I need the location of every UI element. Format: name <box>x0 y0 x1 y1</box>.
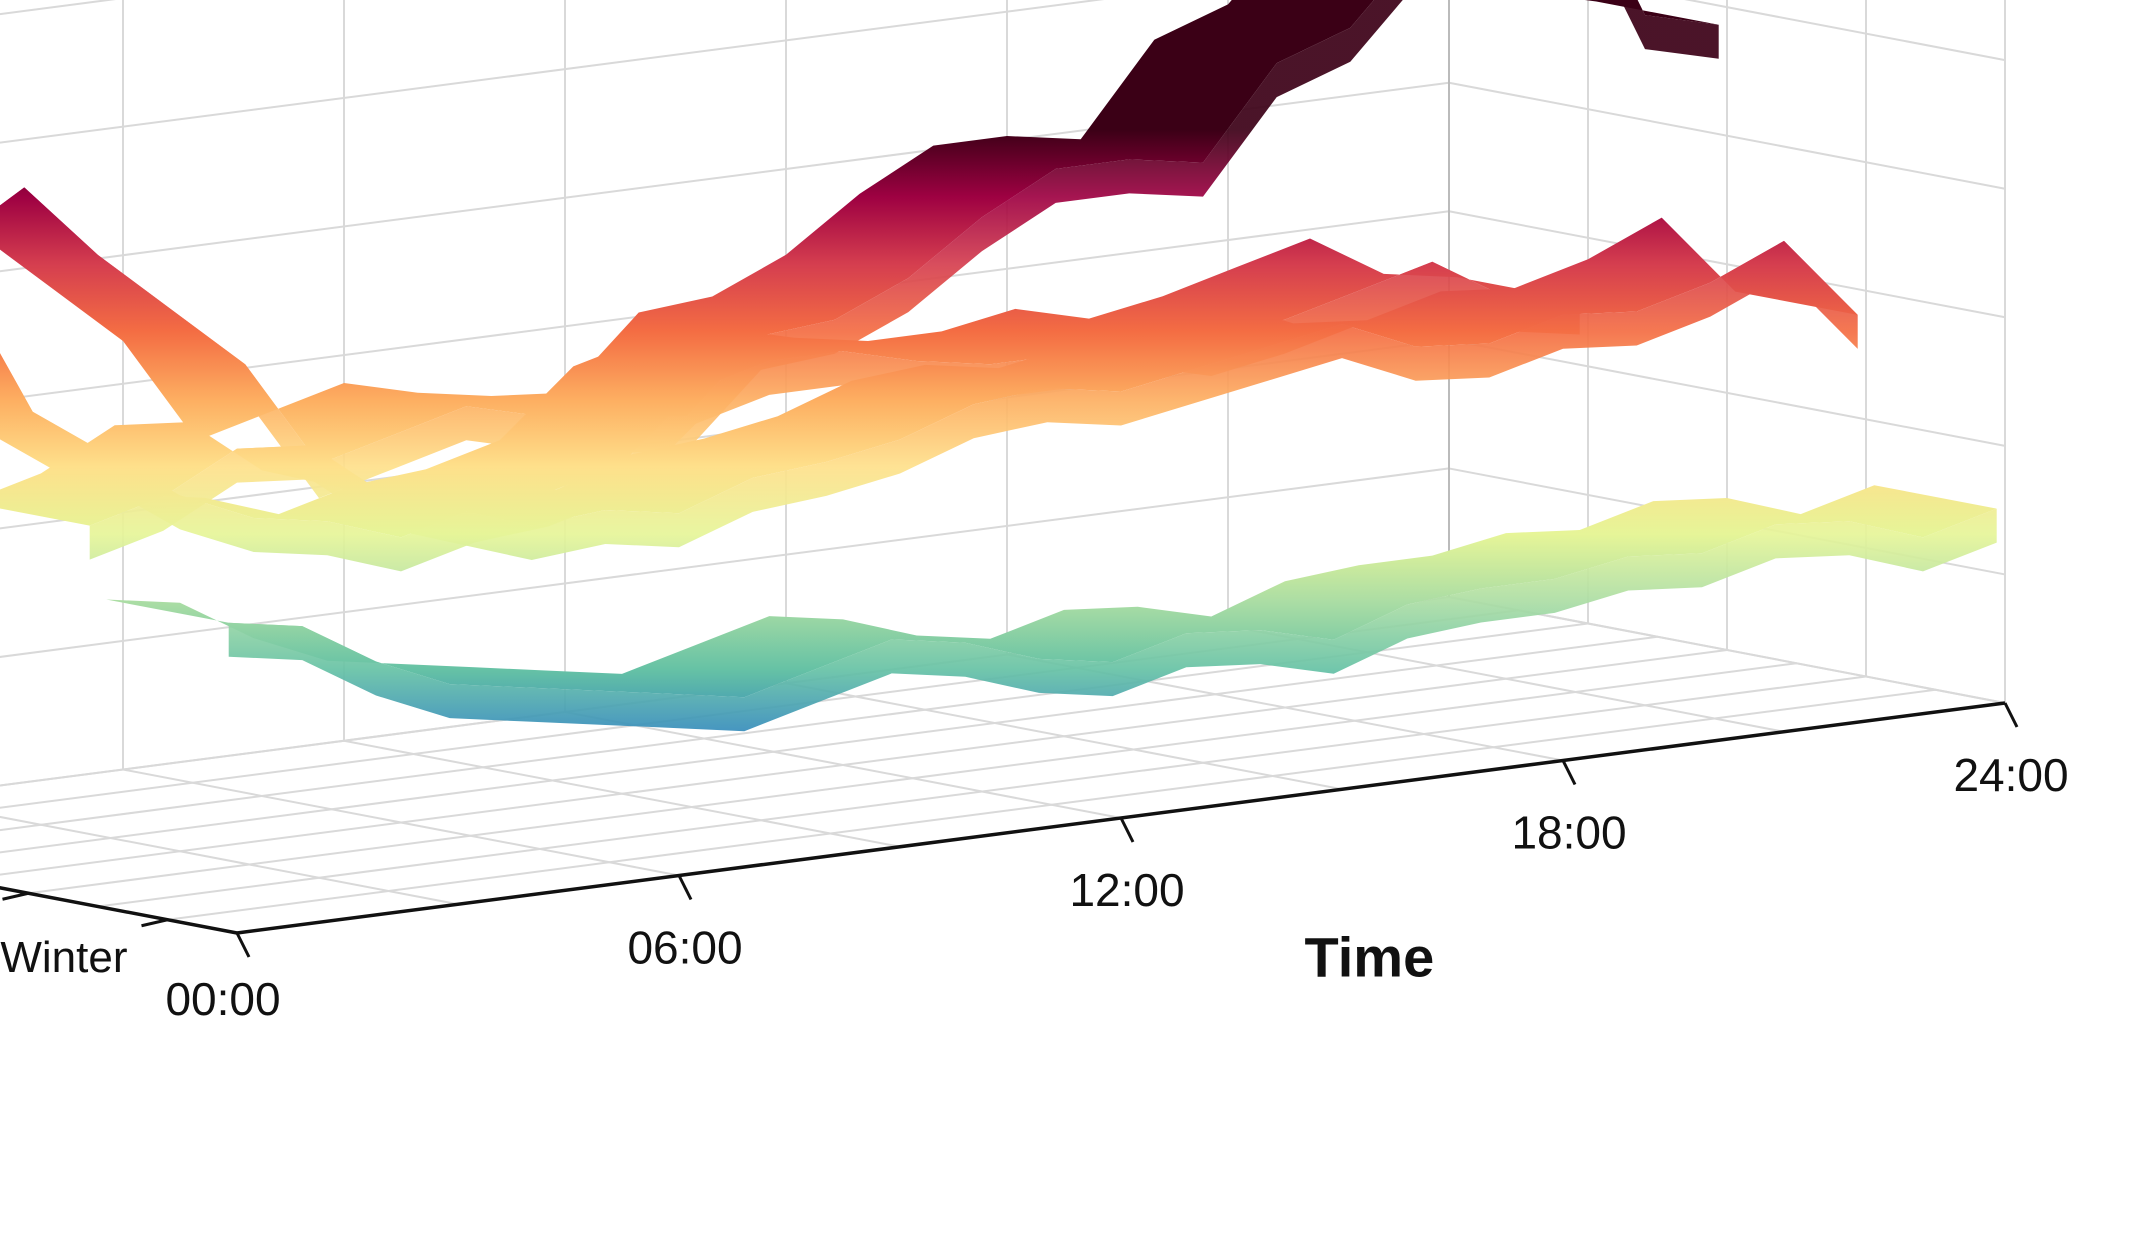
time-axis-title: Time <box>1305 926 1435 989</box>
surface-ribbon-summer <box>0 0 1719 465</box>
season-tick <box>2 891 29 901</box>
surface-ribbon-winter <box>106 485 1997 698</box>
gridline-floor-season <box>0 635 1658 854</box>
season-axis-line <box>0 886 238 935</box>
surface-edge-winter <box>228 508 1997 732</box>
time-tick-label: 18:00 <box>1511 807 1626 859</box>
gridline-floor-season <box>28 662 1797 895</box>
time-tick <box>235 932 251 958</box>
time-tick-label: 00:00 <box>165 973 280 1025</box>
time-tick <box>1561 759 1577 786</box>
surface-ribbon-autumn <box>0 217 1858 526</box>
labels: 0100020003000400050006000700000:0006:001… <box>0 749 2068 1025</box>
surface <box>0 0 1997 732</box>
gridline-floor-season <box>0 649 1728 876</box>
gridline-floor-time <box>0 886 238 934</box>
season-tick <box>141 918 168 928</box>
gridline-floor-season <box>97 675 1867 908</box>
time-tick-label: 12:00 <box>1069 864 1184 916</box>
season-tick-label: Winter <box>0 933 127 982</box>
time-tick-label: 24:00 <box>1953 749 2068 801</box>
time-tick-label: 06:00 <box>627 922 742 974</box>
gridline-floor-season <box>167 688 1936 921</box>
time-tick <box>2003 702 2019 728</box>
axes <box>0 701 2019 958</box>
time-tick <box>1119 817 1135 843</box>
time-tick <box>677 874 693 901</box>
